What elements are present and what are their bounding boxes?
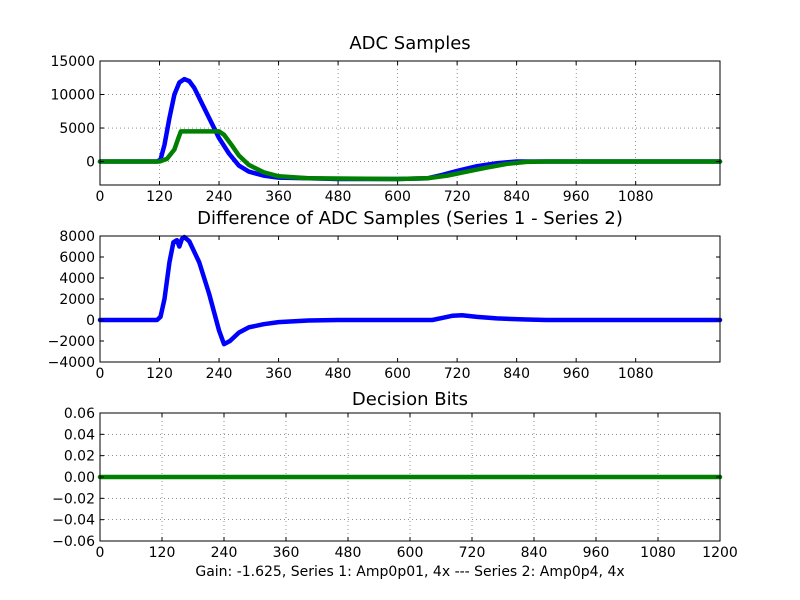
difference-xtick-label: 600 [384,366,411,382]
difference-xtick-label: 840 [503,366,530,382]
figure-caption: Gain: -1.625, Series 1: Amp0p01, 4x --- … [195,564,624,580]
decision-bits-xtick-label: 1200 [702,545,738,561]
decision-bits-ytick-label: 0.00 [64,470,95,486]
difference-xtick-label: 120 [146,366,173,382]
adc-samples-xtick-label: 600 [384,189,411,205]
difference-xtick-label: 480 [325,366,352,382]
decision-bits-xtick-label: 0 [96,545,105,561]
adc-samples-xtick-label: 120 [146,189,173,205]
decision-bits-xtick-label: 240 [211,545,238,561]
adc-samples-xtick-label: 480 [325,189,352,205]
difference-ytick-label: 8000 [59,229,95,245]
decision-bits-xtick-label: 840 [521,545,548,561]
decision-bits-ytick-label: 0.02 [64,449,95,465]
adc-samples-ytick-label: 5000 [59,121,95,137]
adc-samples-ytick-label: 15000 [50,54,95,70]
decision-bits-ytick-label: −0.04 [52,513,95,529]
difference-xtick-label: 960 [563,366,590,382]
difference-series-1-line [97,234,723,347]
adc-samples-axes-frame [99,60,721,186]
adc-samples-xtick-label: 840 [503,189,530,205]
adc-samples-ytick-label: 0 [86,155,95,171]
decision-bits-xtick-label: 480 [335,545,362,561]
decision-bits-xtick-label: 360 [273,545,300,561]
difference-xtick-label: 360 [265,366,292,382]
difference-axes-frame [99,235,721,363]
difference-ytick-label: 4000 [59,271,95,287]
adc-samples-xtick-label: 720 [444,189,471,205]
difference-title: Difference of ADC Samples (Series 1 - Se… [197,208,623,229]
decision-bits-panel: Decision Bits 0 120 240 360 480 600 720 840 960 10… [52,389,738,561]
decision-bits-xtick-label: 120 [149,545,176,561]
decision-bits-ytick-label: −0.02 [52,491,95,507]
decision-bits-ytick-label: −0.06 [52,534,95,550]
decision-bits-xtick-label: 1080 [640,545,676,561]
difference-xtick-label: 0 [96,366,105,382]
adc-samples-panel: ADC Samples 0 120 240 360 480 600 720 840 960 1080… [50,33,723,205]
adc-samples-xtick-label: 360 [265,189,292,205]
difference-ytick-label: 2000 [59,292,95,308]
adc-samples-title: ADC Samples [349,33,470,54]
adc-samples-xtick-label: 0 [96,189,105,205]
difference-xtick-label: 720 [444,366,471,382]
adc-samples-xtick-label: 960 [563,189,590,205]
adc-samples-xtick-label: 240 [206,189,233,205]
decision-bits-xtick-label: 960 [583,545,610,561]
difference-ytick-label: −4000 [48,355,95,371]
difference-ytick-label: 0 [86,313,95,329]
decision-bits-xtick-label: 720 [459,545,486,561]
decision-bits-title: Decision Bits [352,389,468,410]
adc-samples-series-2-line [97,129,723,182]
adc-samples-xtick-label: 1080 [618,189,654,205]
difference-xtick-label: 1080 [618,366,654,382]
adc-samples-ytick-label: 10000 [50,88,95,104]
difference-ytick-label: −2000 [48,334,95,350]
decision-bits-ytick-label: 0.04 [64,427,95,443]
decision-bits-ytick-label: 0.06 [64,406,95,422]
difference-panel: Difference of ADC Samples (Series 1 - Se… [48,208,723,382]
decision-bits-xtick-label: 600 [397,545,424,561]
difference-ytick-label: 6000 [59,250,95,266]
difference-xtick-label: 240 [206,366,233,382]
adc-samples-series-1-line [97,76,723,182]
